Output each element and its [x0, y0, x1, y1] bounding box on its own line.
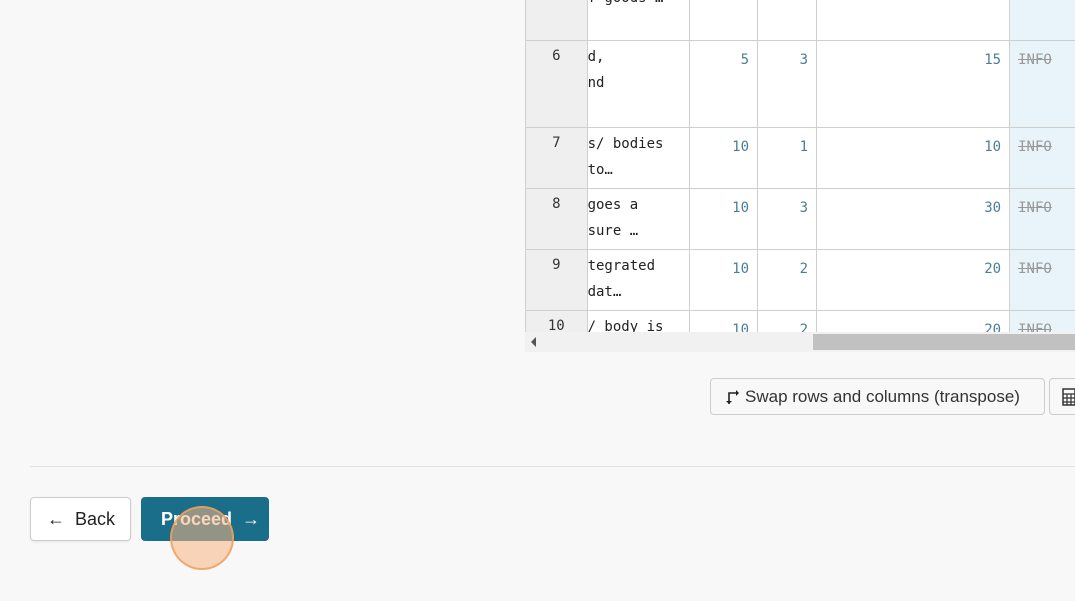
table-row: 10/ body is 10 2 20 INFO [525, 310, 1075, 332]
cell-value[interactable]: 15 [816, 40, 1011, 128]
cell-text[interactable]: d, nd [586, 40, 691, 128]
cell-text[interactable]: and f goods … [586, 0, 691, 41]
cell-info[interactable]: INFO [1009, 310, 1075, 332]
cell-value[interactable]: 10 [689, 249, 759, 311]
divider [30, 466, 1075, 467]
row-number[interactable]: 7 [525, 127, 588, 189]
row-number[interactable]: 8 [525, 188, 588, 250]
cell-text[interactable]: / body is [586, 310, 691, 332]
cell-value[interactable]: 20 [816, 310, 1011, 332]
arrow-right-icon: → [242, 508, 261, 529]
cell-info[interactable]: INFO [1009, 40, 1075, 128]
cell-value[interactable]: 2 [757, 310, 818, 332]
cell-value[interactable]: 1 [757, 127, 818, 189]
cell-value[interactable]: 10 [689, 127, 759, 189]
cell-value[interactable]: 3 [757, 188, 818, 250]
calculate-button[interactable] [1049, 378, 1075, 415]
cell-value[interactable]: 5 [689, 40, 759, 128]
transpose-button[interactable]: Swap rows and columns (transpose) [710, 378, 1045, 415]
table-row: 9 tegrated dat… 10 2 20 INFO [525, 249, 1075, 311]
cell-text[interactable]: s/ bodies to… [586, 127, 691, 189]
row-number[interactable]: 9 [525, 249, 588, 311]
row-number[interactable] [525, 0, 588, 41]
cell-value[interactable]: 3 [757, 40, 818, 128]
back-button[interactable]: ← Back [30, 497, 131, 541]
arrow-left-icon: ← [47, 508, 65, 529]
cell-value[interactable]: 10 [689, 310, 759, 332]
row-number[interactable]: 6 [525, 40, 588, 128]
cell-info[interactable]: INFO [1009, 0, 1075, 41]
calculator-icon [1062, 387, 1075, 406]
scrollbar-thumb[interactable] [813, 334, 1075, 350]
click-indicator [170, 506, 234, 570]
cell-value[interactable]: 30 [816, 188, 1011, 250]
cell-text[interactable]: goes a sure … [586, 188, 691, 250]
table-row: 8 goes a sure … 10 3 30 INFO [525, 188, 1075, 250]
cell-info[interactable]: INFO [1009, 249, 1075, 311]
cell-value[interactable]: 15 [816, 0, 1011, 41]
transpose-arrows-icon [726, 389, 739, 404]
transpose-label: Swap rows and columns (transpose) [745, 386, 1020, 406]
cell-value[interactable]: 20 [816, 249, 1011, 311]
cell-info[interactable]: INFO [1009, 127, 1075, 189]
scroll-left-icon[interactable] [531, 337, 536, 347]
cell-text[interactable]: tegrated dat… [586, 249, 691, 311]
table-row: 6 d, nd 5 3 15 INFO [525, 40, 1075, 128]
back-label: Back [75, 508, 116, 529]
cell-value[interactable]: 10 [816, 127, 1011, 189]
cell-info[interactable]: INFO [1009, 188, 1075, 250]
cell-value[interactable]: 2 [757, 249, 818, 311]
table-row: 7 s/ bodies to… 10 1 10 INFO [525, 127, 1075, 189]
horizontal-scrollbar[interactable] [525, 332, 1075, 352]
cell-value[interactable]: 3 [757, 0, 818, 41]
cell-value[interactable]: 10 [689, 188, 759, 250]
row-number[interactable]: 10 [525, 310, 588, 332]
cell-value[interactable]: 5 [689, 0, 759, 41]
